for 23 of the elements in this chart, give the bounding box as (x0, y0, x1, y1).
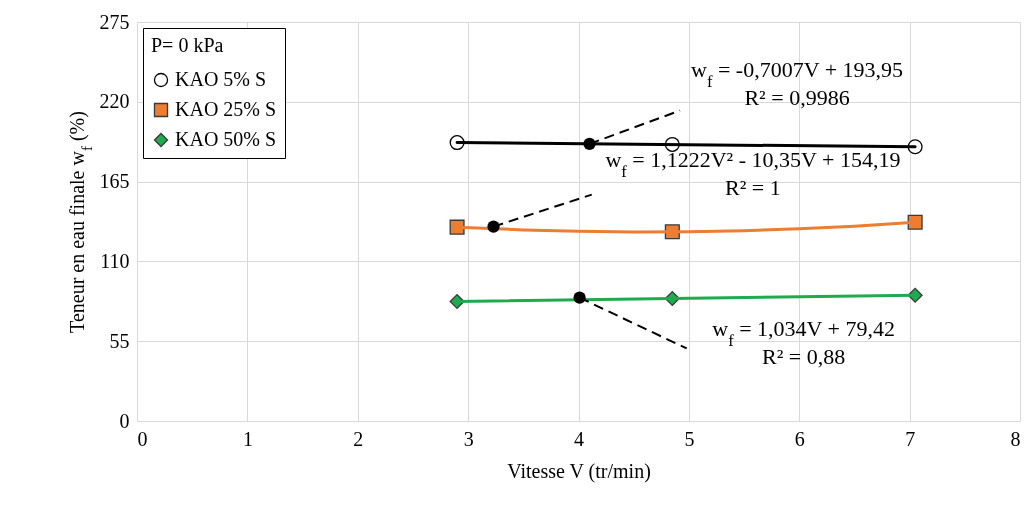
annotation: w$_{f}$ = -0,7007V + 193,95 R² = 0,9986 (691, 56, 904, 110)
annotation: w$_{f}$ = 1,1222V² - 10,35V + 154,19 R² = 1 (605, 146, 901, 200)
x-tick-label: 0 (137, 427, 148, 450)
y-tick-label: 220 (99, 90, 130, 113)
legend-title: P= 0 kPa (151, 34, 224, 56)
y-tick-label: 165 (99, 170, 130, 193)
legend-label: KAO 5% S (175, 68, 267, 90)
x-tick-label: 7 (905, 427, 916, 450)
x-tick-label: 4 (574, 427, 584, 450)
x-tick-label: 2 (353, 427, 364, 450)
x-tick-label: 5 (684, 427, 695, 450)
y-tick-label: 275 (99, 10, 130, 33)
x-tick-label: 1 (242, 427, 253, 450)
legend-label: KAO 25% S (175, 98, 277, 120)
x-tick-label: 6 (794, 427, 805, 450)
y-tick-label: 55 (109, 329, 130, 352)
y-tick-label: 110 (100, 249, 130, 272)
y-tick-label: 0 (119, 409, 130, 432)
x-axis-title: Vitesse V (tr/min) (507, 459, 651, 483)
legend-label: KAO 50% S (175, 128, 277, 150)
x-tick-label: 8 (1010, 427, 1021, 450)
annotation: w$_{f}$ = 1,034V + 79,42 R² = 0,88 (712, 316, 896, 370)
x-tick-label: 3 (463, 427, 474, 450)
